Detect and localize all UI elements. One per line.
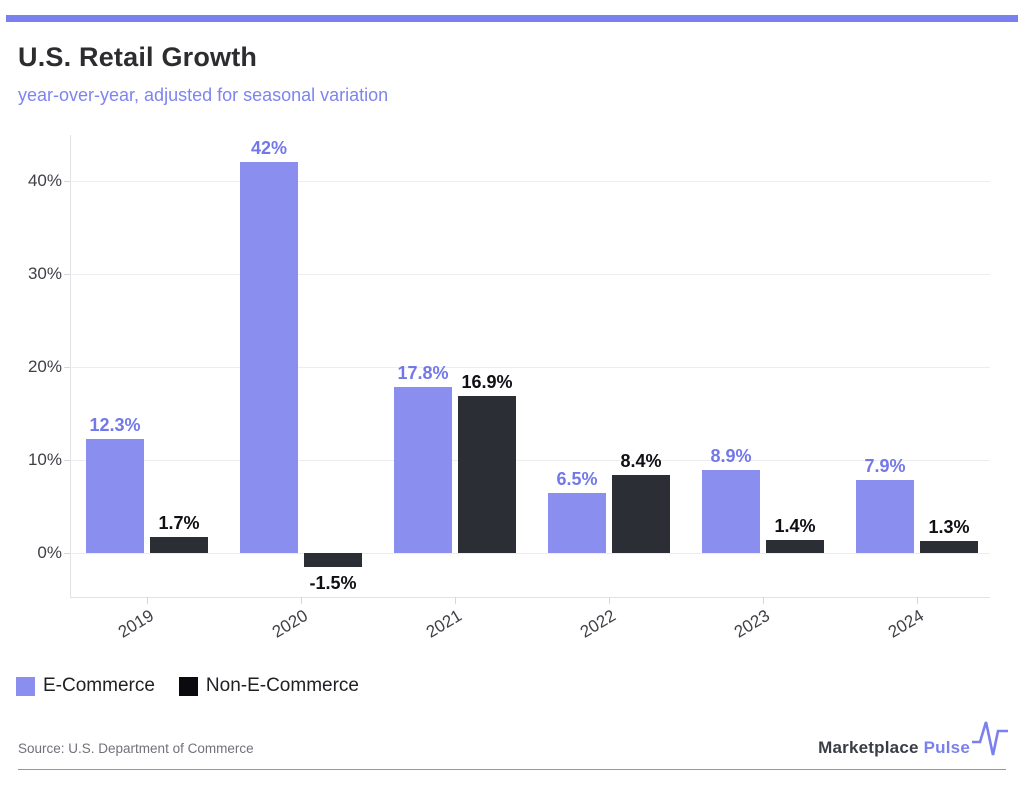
y-axis-tick xyxy=(64,553,70,554)
bar-non-e-commerce-2022 xyxy=(612,474,670,553)
value-label-e-commerce-2019: 12.3% xyxy=(89,414,141,435)
x-axis-line xyxy=(70,597,990,598)
x-axis-label-2023: 2023 xyxy=(730,605,774,642)
y-axis-label-0%: 0% xyxy=(37,543,62,562)
bar-non-e-commerce-2020 xyxy=(304,553,362,567)
gridline-40% xyxy=(70,181,990,182)
page-subtitle: year-over-year, adjusted for seasonal va… xyxy=(18,85,389,105)
brand-name-marketplace: Marketplace xyxy=(818,737,919,757)
bar-non-e-commerce-2019 xyxy=(150,537,208,553)
bar-e-commerce-2024 xyxy=(856,479,914,553)
bar-e-commerce-2023 xyxy=(702,470,760,553)
page-title: U.S. Retail Growth xyxy=(18,42,258,72)
value-label-non-e-commerce-2022: 8.4% xyxy=(620,450,662,471)
x-axis-label-2022: 2022 xyxy=(576,605,620,642)
y-axis-tick xyxy=(64,460,70,461)
bar-non-e-commerce-2024 xyxy=(920,540,978,553)
pulse-waveform-icon xyxy=(972,717,1008,764)
gridline-0% xyxy=(70,553,990,554)
value-label-non-e-commerce-2019: 1.7% xyxy=(158,513,200,534)
footer-divider xyxy=(18,769,1006,770)
legend-label: E-Commerce xyxy=(43,675,155,696)
value-label-e-commerce-2022: 6.5% xyxy=(556,468,598,489)
y-axis-tick xyxy=(64,367,70,368)
x-axis-tick-2019 xyxy=(147,597,148,604)
value-label-non-e-commerce-2023: 1.4% xyxy=(774,515,816,536)
y-axis-label-30%: 30% xyxy=(27,264,62,283)
bar-non-e-commerce-2023 xyxy=(766,539,824,553)
legend-item-ecommerce: E-Commerce xyxy=(16,675,155,697)
legend-label: Non-E-Commerce xyxy=(205,675,359,696)
y-axis-label-20%: 20% xyxy=(27,357,62,376)
value-label-non-e-commerce-2020: -1.5% xyxy=(309,572,357,593)
brand-name-pulse: Pulse xyxy=(923,737,970,757)
x-axis-tick-2021 xyxy=(455,597,456,604)
y-axis-tick xyxy=(64,181,70,182)
gridline-30% xyxy=(70,274,990,275)
bar-e-commerce-2019 xyxy=(86,438,144,553)
non-ecommerce-swatch-icon xyxy=(178,676,198,696)
legend-item-non-ecommerce: Non-E-Commerce xyxy=(178,675,359,697)
chart-legend: E-Commerce Non-E-Commerce xyxy=(16,675,359,697)
x-axis-tick-2022 xyxy=(609,597,610,604)
value-label-non-e-commerce-2021: 16.9% xyxy=(461,371,513,392)
gridline-20% xyxy=(70,367,990,368)
bar-e-commerce-2020 xyxy=(240,162,298,553)
value-label-e-commerce-2023: 8.9% xyxy=(710,446,752,467)
x-axis-label-2024: 2024 xyxy=(884,605,928,642)
y-axis-label-40%: 40% xyxy=(27,171,62,190)
y-axis-label-10%: 10% xyxy=(27,450,62,469)
ecommerce-swatch-icon xyxy=(16,676,35,696)
x-axis-tick-2020 xyxy=(301,597,302,604)
x-axis-label-2019: 2019 xyxy=(114,605,158,642)
y-axis-line xyxy=(70,135,71,597)
value-label-e-commerce-2024: 7.9% xyxy=(864,455,906,476)
x-axis-tick-2023 xyxy=(763,597,764,604)
x-axis-label-2020: 2020 xyxy=(268,605,312,642)
brand-logo: Marketplace Pulse xyxy=(818,721,1008,764)
value-label-e-commerce-2020: 42% xyxy=(250,138,288,159)
bar-non-e-commerce-2021 xyxy=(458,395,516,553)
source-attribution: Source: U.S. Department of Commerce xyxy=(18,741,254,756)
bar-e-commerce-2022 xyxy=(548,492,606,553)
value-label-e-commerce-2021: 17.8% xyxy=(397,363,449,384)
top-accent-bar xyxy=(6,15,1018,22)
plot-area: 0% 10% 20% 30% 40% 2019 12.3% 1.7% 2020 42% -1.5% 2… xyxy=(28,135,990,642)
x-axis-tick-2024 xyxy=(917,597,918,604)
gridline-10% xyxy=(70,460,990,461)
y-axis-tick xyxy=(64,274,70,275)
value-label-non-e-commerce-2024: 1.3% xyxy=(928,516,970,537)
x-axis-label-2021: 2021 xyxy=(422,605,466,642)
bar-e-commerce-2021 xyxy=(394,387,452,553)
